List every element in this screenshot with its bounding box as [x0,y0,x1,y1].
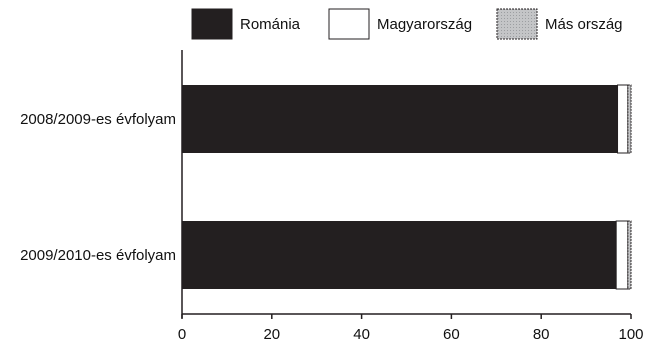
legend-label-magyarorszag: Magyarország [377,16,472,33]
x-tick-label-40: 40 [353,326,370,343]
legend: Románia Magyarország Más ország [191,8,623,40]
bar-2009-2010-es-evfolyam-romania [182,221,617,289]
legend-swatch-magyarorszag [328,8,370,40]
x-tick-label-20: 20 [263,326,280,343]
x-tick-label-60: 60 [443,326,460,343]
x-tick-label-100: 100 [618,326,643,343]
category-label-2: 2009/2010-es évfolyam [20,247,176,264]
x-tick-label-0: 0 [178,326,186,343]
legend-label-romania: Románia [240,16,301,33]
bar-2008-2009-es-evfolyam-romania [182,85,618,153]
axes: 2008/2009-es évfolyam 2009/2010-es évfoly… [20,50,644,343]
bars [182,84,632,290]
legend-swatch-romania [191,8,233,40]
category-label-1: 2008/2009-es évfolyam [20,111,176,128]
x-tick-label-80: 80 [533,326,550,343]
bar-2008-2009-es-evfolyam-mas-orszag [627,84,632,154]
bar-2009-2010-es-evfolyam-magyarorszag [615,220,629,290]
bar-2008-2009-es-evfolyam-magyarorszag [617,84,629,154]
legend-label-mas-orszag: Más ország [545,16,623,33]
bar-2009-2010-es-evfolyam-mas-orszag [627,220,632,290]
legend-swatch-mas-orszag [496,8,538,40]
